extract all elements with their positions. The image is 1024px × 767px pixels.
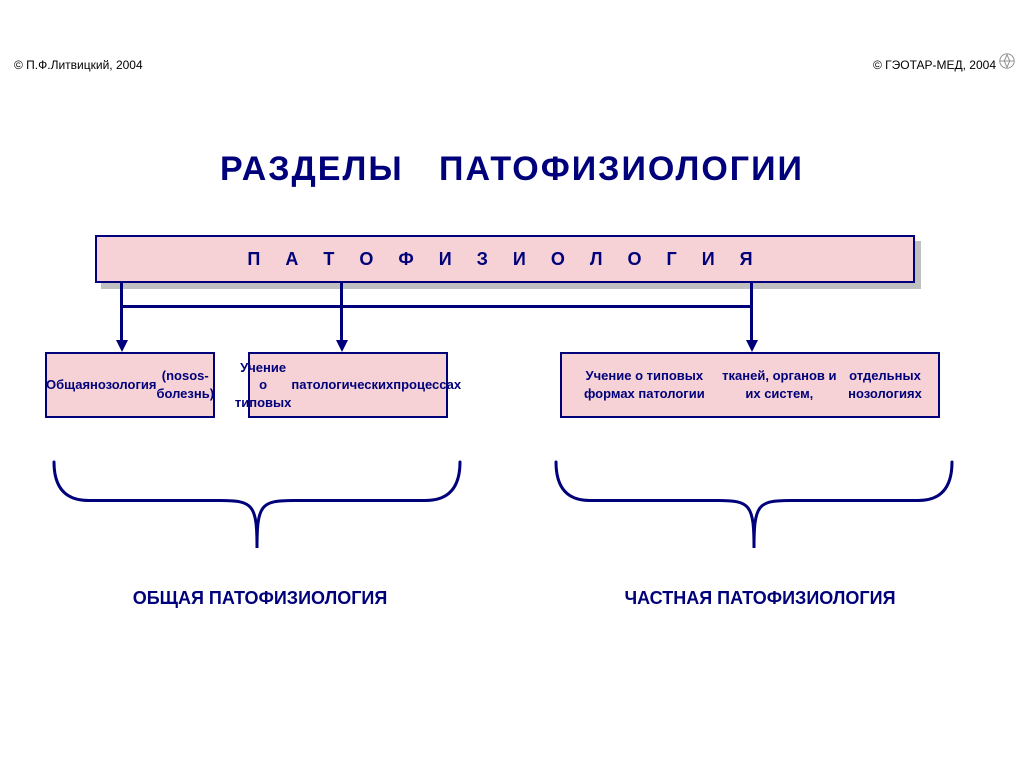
connector-arrow-head [746,340,758,352]
connector-arrow-line [340,283,343,342]
connector-arrow-line [120,283,123,342]
copyright-left: © П.Ф.Литвицкий, 2004 [14,58,143,72]
publisher-logo-icon [998,52,1016,70]
box-processes: Учение о типовыхпатологическихпроцессах [248,352,448,418]
brace-general [52,460,462,550]
box-forms: Учение о типовых формах патологиитканей,… [560,352,940,418]
main-box-label: П А Т О Ф И З И О Л О Г И Я [247,249,762,270]
main-box: П А Т О Ф И З И О Л О Г И Я [95,235,915,283]
connector-arrow-line [750,283,753,342]
connector-arrow-head [336,340,348,352]
label-general: ОБЩАЯ ПАТОФИЗИОЛОГИЯ [100,588,420,609]
connector-hline [120,305,753,308]
brace-private [554,460,954,550]
page-title: РАЗДЕЛЫ ПАТОФИЗИОЛОГИИ [0,150,1024,189]
box-nosology: Общаянозология(nosos-болезнь) [45,352,215,418]
label-private: ЧАСТНАЯ ПАТОФИЗИОЛОГИЯ [580,588,940,609]
connector-arrow-head [116,340,128,352]
copyright-right: © ГЭОТАР-МЕД, 2004 [873,58,996,72]
